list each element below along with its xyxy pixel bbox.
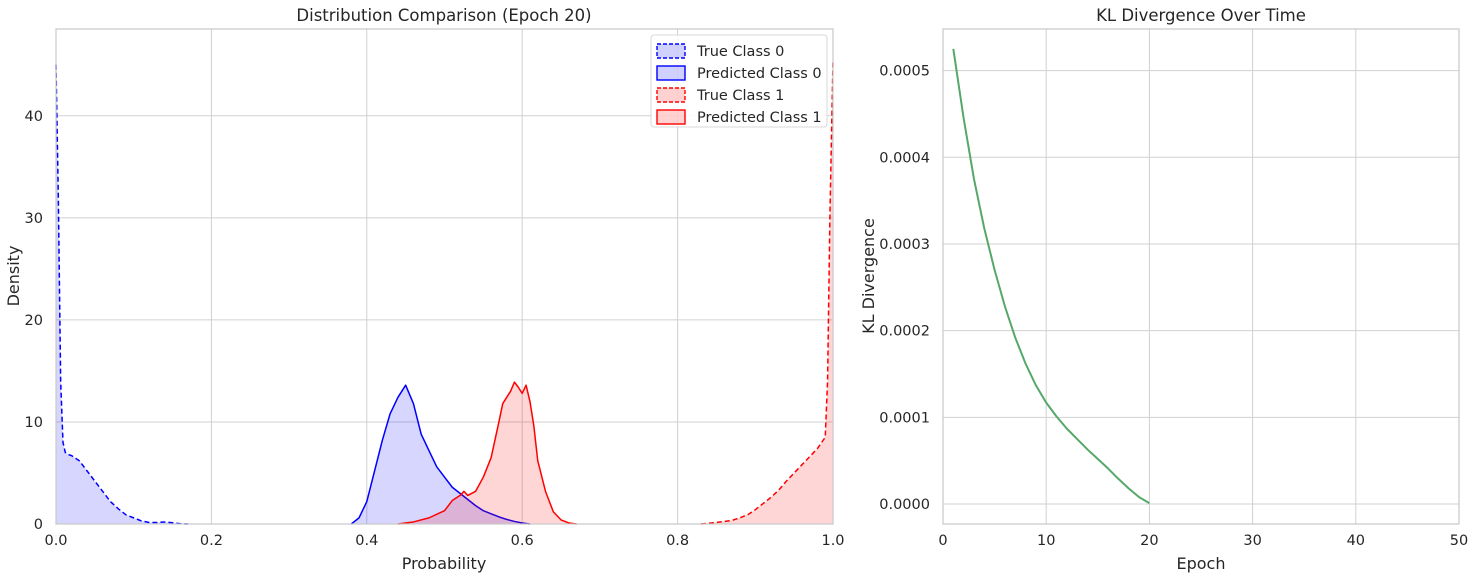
series-area-2 [700, 59, 833, 525]
chart1-y-ticks: 0 10 20 30 40 [25, 109, 43, 533]
chart1-y-label: Density [4, 246, 23, 307]
x-tick-label: 0.8 [666, 533, 689, 549]
legend-swatch [656, 87, 686, 103]
chart2-x-ticks: 0 10 20 30 40 50 [938, 533, 1468, 549]
x-tick-label: 20 [1140, 533, 1158, 549]
chart2-grid [942, 29, 1460, 524]
y-tick-label: 20 [25, 313, 43, 329]
x-tick-label: 0.4 [355, 533, 378, 549]
legend-swatch [656, 109, 686, 125]
chart1-x-ticks: 0.0 0.2 0.4 0.6 0.8 1.0 [44, 533, 844, 549]
chart1-series [55, 59, 834, 525]
y-tick-label: 0.0003 [879, 237, 930, 253]
chart2-frame [942, 28, 1460, 525]
chart1-x-label: Probability [402, 554, 487, 573]
distribution-chart: Distribution Comparison (Epoch 20) 0.0 0.… [4, 6, 845, 573]
y-tick-label: 0.0001 [879, 410, 930, 426]
x-tick-label: 10 [1037, 533, 1055, 549]
x-tick-label: 40 [1347, 533, 1365, 549]
x-tick-label: 30 [1243, 533, 1261, 549]
y-tick-label: 40 [25, 109, 43, 125]
chart2-x-label: Epoch [1177, 554, 1226, 573]
legend-box [650, 34, 828, 128]
series-line-1 [350, 384, 531, 525]
x-tick-label: 0.0 [44, 533, 67, 549]
chart1-title: Distribution Comparison (Epoch 20) [296, 6, 591, 25]
chart2-title: KL Divergence Over Time [1096, 6, 1306, 25]
x-tick-label: 0.6 [511, 533, 534, 549]
y-tick-label: 0.0002 [879, 324, 930, 340]
legend-swatch [656, 43, 686, 59]
series-area-0 [56, 64, 189, 524]
series-line-0 [55, 64, 189, 525]
legend-label: Predicted Class 0 [697, 66, 822, 82]
chart2-series [952, 48, 1150, 505]
x-tick-label: 50 [1450, 533, 1468, 549]
x-tick-label: 0.2 [200, 533, 223, 549]
series-line-0 [952, 48, 1150, 505]
y-tick-label: 0 [34, 517, 43, 533]
legend-label: True Class 1 [696, 88, 784, 104]
chart2-y-ticks: 0.0000 0.0001 0.0002 0.0003 0.0004 0.0005 [879, 64, 930, 513]
legend-label: Predicted Class 1 [697, 110, 822, 126]
x-tick-label: 0 [938, 533, 947, 549]
chart2-y-label: KL Divergence [859, 218, 878, 334]
kl-divergence-chart: KL Divergence Over Time 0 10 20 30 40 50 0.00… [859, 6, 1468, 573]
series-area-1 [351, 385, 530, 524]
legend-swatch [656, 65, 686, 81]
y-tick-label: 30 [25, 211, 43, 227]
chart1-legend: True Class 0 Predicted Class 0 True Class … [650, 34, 828, 128]
y-tick-label: 0.0005 [879, 64, 930, 80]
y-tick-label: 0.0000 [879, 497, 930, 513]
y-tick-label: 10 [25, 415, 43, 431]
series-line-3 [397, 381, 577, 525]
x-tick-label: 1.0 [821, 533, 844, 549]
chart1-frame [55, 28, 834, 525]
legend-label: True Class 0 [696, 44, 784, 60]
y-tick-label: 0.0004 [879, 150, 930, 166]
